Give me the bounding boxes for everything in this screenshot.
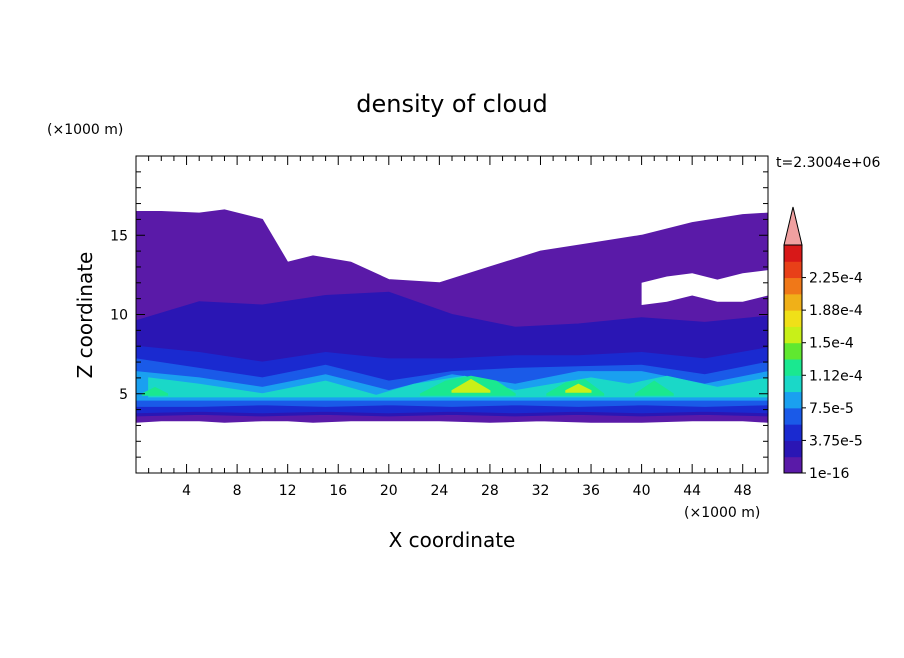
x-tick-label: 28: [481, 483, 499, 499]
colorbar-label: 1.88e-4: [809, 303, 863, 319]
colorbar-label: 3.75e-5: [809, 433, 863, 449]
x-tick-label: 32: [532, 483, 550, 499]
x-tick-label: 36: [582, 483, 600, 499]
colorbar-swatch: [784, 456, 802, 474]
colorbar-label: 7.5e-5: [809, 401, 854, 417]
colorbar: 1e-16 3.75e-5 7.5e-5 1.12e-4 1.5e-4 1.88e-4 2.…: [783, 206, 863, 482]
colorbar-swatch: [784, 359, 802, 376]
y-axis: 5 10 15: [110, 155, 768, 474]
cloud-free-patch: [641, 270, 768, 305]
x-tick-label: 24: [430, 483, 448, 499]
colorbar-swatch: [784, 261, 802, 279]
colorbar-label: 1e-16: [809, 466, 849, 482]
colorbar-label: 1.12e-4: [809, 368, 863, 384]
x-tick-label: 44: [683, 483, 701, 499]
x-axis: 4 8 12 16 20 24 28 32 36 40 44 48: [135, 156, 769, 499]
contour-band-level-8: [565, 383, 592, 393]
colorbar-swatch: [784, 424, 802, 441]
time-label: t=2.3004e+06: [776, 155, 880, 171]
y-tick-label: 10: [110, 308, 128, 324]
cloud-free-patch: [350, 197, 452, 233]
colorbar-swatch: [784, 342, 802, 360]
colorbar-swatch: [784, 245, 802, 262]
contour-band-level-8: [451, 378, 491, 393]
colorbar-swatch: [784, 407, 802, 425]
colorbar-swatch: [784, 310, 802, 327]
x-tick-label: 12: [279, 483, 297, 499]
colorbar-swatch: [784, 277, 802, 295]
colorbar-label: 1.5e-4: [809, 336, 854, 352]
colorbar-frame: [783, 244, 803, 474]
contour-band-level-6: [141, 386, 169, 396]
colorbar-extend-arrow: [783, 206, 803, 246]
x-tick-label: 40: [633, 483, 651, 499]
x-tick-label: 20: [380, 483, 398, 499]
x-unit-label: (×1000 m): [684, 505, 760, 521]
colorbar-label: 2.25e-4: [809, 271, 863, 287]
chart-title: density of cloud: [356, 90, 547, 118]
y-axis-label: Z coordinate: [73, 252, 97, 379]
colorbar-swatch: [784, 293, 802, 311]
colorbar-swatch: [784, 440, 802, 458]
y-unit-label: (×1000 m): [47, 122, 123, 138]
x-tick-label: 8: [233, 483, 242, 499]
x-tick-label: 16: [329, 483, 347, 499]
y-tick-label: 5: [119, 387, 128, 403]
x-tick-label: 48: [734, 483, 752, 499]
y-tick-label: 15: [110, 228, 128, 244]
colorbar-swatch: [784, 375, 802, 393]
colorbar-swatch: [784, 326, 802, 344]
contour-band-level-6: [634, 380, 674, 396]
contour-fill: [136, 197, 768, 423]
colorbar-swatch: [784, 391, 802, 409]
x-tick-label: 4: [182, 483, 191, 499]
x-axis-label: X coordinate: [389, 528, 516, 552]
